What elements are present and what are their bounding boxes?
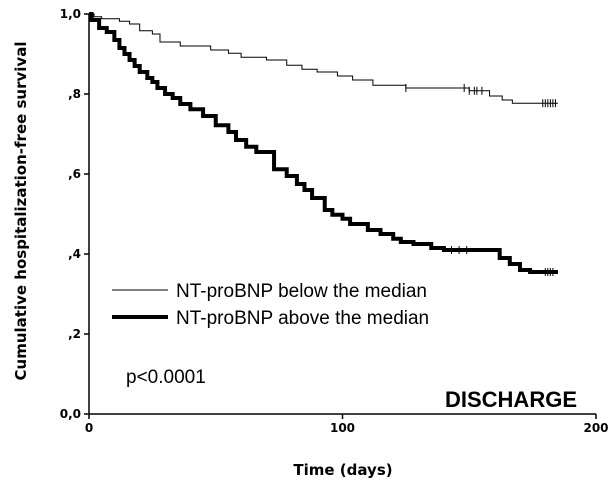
series-above-median-line (89, 12, 558, 274)
y-tick-label: ,2 (68, 327, 81, 341)
series-layer (89, 12, 558, 276)
y-tick-label: ,4 (68, 247, 81, 261)
x-tick-label: 0 (85, 421, 93, 435)
x-tick-label: 200 (583, 421, 608, 435)
legend-label-above: NT-proBNP above the median (176, 308, 429, 329)
y-tick-label: 1,0 (60, 7, 81, 21)
p-value-annotation: p<0.0001 (126, 367, 206, 388)
x-tick-label: 100 (330, 421, 355, 435)
y-tick-label: ,8 (68, 87, 81, 101)
axes-layer: 0,0 ,2 ,4 ,6 ,8 1,0 0 100 200 (60, 7, 609, 435)
legend: NT-proBNP below the median NT-proBNP abo… (112, 281, 429, 329)
legend-label-below: NT-proBNP below the median (176, 281, 427, 302)
x-axis-title: Time (days) (293, 461, 392, 479)
y-tick-label: ,6 (68, 167, 81, 181)
y-tick-label: 0,0 (60, 407, 81, 421)
panel-label: DISCHARGE (445, 387, 577, 412)
y-axis-title: Cumulative hospitalization-free survival (12, 42, 30, 381)
